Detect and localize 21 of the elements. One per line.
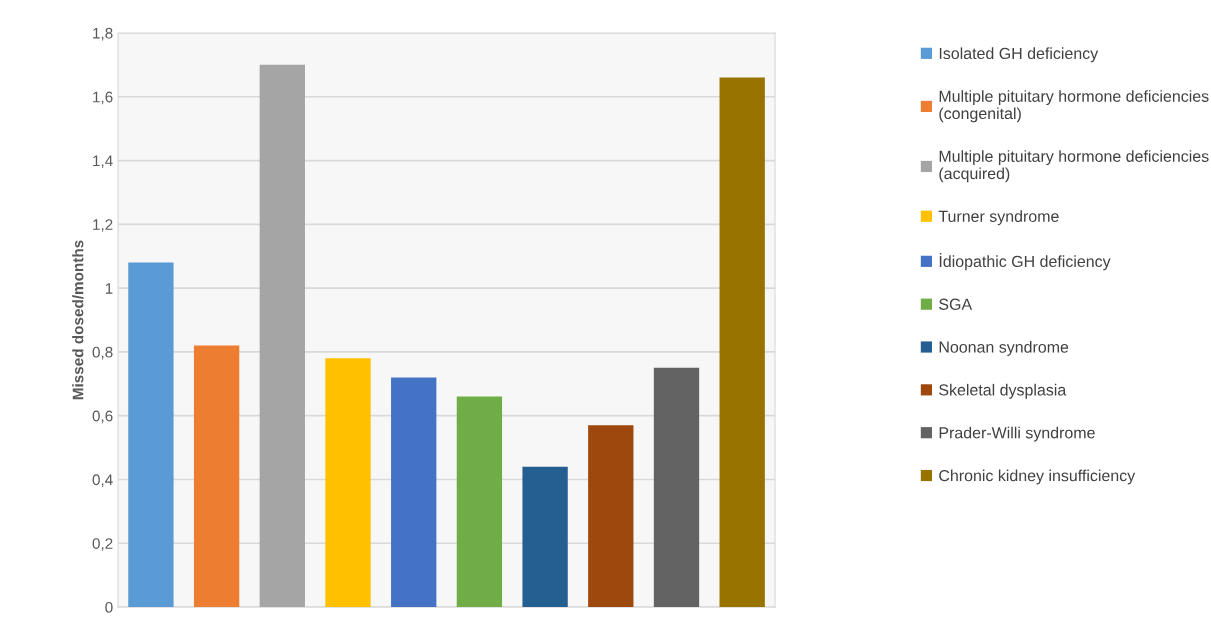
legend-label: Prader-Willi syndrome bbox=[939, 426, 1095, 442]
legend-label: Chronic kidney insufficiency bbox=[939, 469, 1136, 485]
legend-label: Multiple pituitary hormone deficiencies (congenital) bbox=[939, 90, 1209, 123]
legend-label: İdiopathic GH deficiency bbox=[939, 253, 1111, 271]
legend-label: Multiple pituitary hormone deficiencies (acquired) bbox=[939, 150, 1209, 183]
y-tick-label: 0,6 bbox=[92, 410, 113, 424]
y-tick-label: 1,4 bbox=[93, 155, 113, 169]
y-tick-label: 1,6 bbox=[93, 91, 113, 105]
legend-label: Skeletal dysplasia bbox=[939, 383, 1067, 399]
y-tick-label: 0,8 bbox=[92, 346, 113, 360]
y-tick-label: 0,4 bbox=[92, 474, 113, 487]
y-tick-label: 0,2 bbox=[92, 538, 113, 551]
legend-label: Isolated GH deficiency bbox=[939, 47, 1099, 63]
y-tick-label: 1,8 bbox=[93, 27, 113, 41]
legend-label: Noonan syndrome bbox=[939, 341, 1069, 356]
y-axis-title: Missed dosed/months bbox=[72, 240, 84, 400]
y-tick-label: 0 bbox=[105, 601, 113, 613]
y-tick-label: 1 bbox=[105, 283, 113, 294]
legend-label: Turner syndrome bbox=[938, 210, 1059, 226]
y-tick-label: 1,2 bbox=[93, 219, 113, 232]
legend-label: SGA bbox=[939, 298, 973, 310]
